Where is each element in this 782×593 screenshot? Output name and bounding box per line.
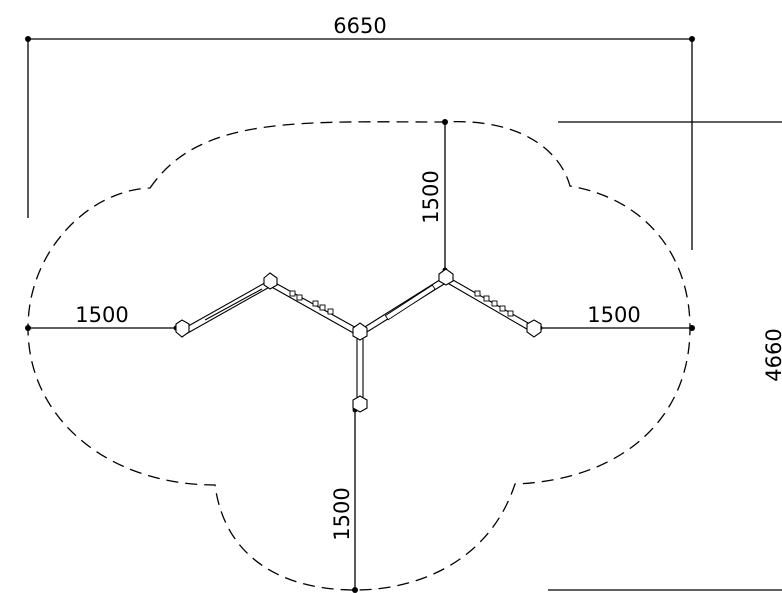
top-clearance-dimension: 1500 xyxy=(419,119,448,275)
top-clearance-label: 1500 xyxy=(419,170,443,223)
beam-right-inner xyxy=(359,275,447,331)
left-clearance-label: 1500 xyxy=(75,303,128,327)
post-right xyxy=(526,319,542,338)
post-upper-right xyxy=(438,268,454,286)
beam-right-outer xyxy=(445,275,536,328)
post-left xyxy=(175,319,190,338)
rung-details-right xyxy=(474,290,514,317)
rung-details-left xyxy=(289,290,334,315)
overall-width-dimension: 6650 xyxy=(25,14,695,250)
post-center xyxy=(352,322,368,341)
right-clearance-label: 1500 xyxy=(587,303,640,327)
overall-height-dimension: 4660 xyxy=(548,121,782,591)
overall-height-label: 4660 xyxy=(762,328,782,381)
left-clearance-dimension: 1500 xyxy=(25,303,183,331)
beam-left-outer xyxy=(182,279,271,330)
right-clearance-dimension: 1500 xyxy=(535,303,695,331)
bottom-clearance-label: 1500 xyxy=(330,487,354,540)
safety-zone-boundary xyxy=(27,121,691,591)
overall-width-label: 6650 xyxy=(333,14,386,38)
post-upper-left xyxy=(263,272,278,290)
equipment-structure xyxy=(175,268,542,413)
bottom-clearance-dimension: 1500 xyxy=(330,405,358,593)
post-bottom xyxy=(352,395,368,413)
